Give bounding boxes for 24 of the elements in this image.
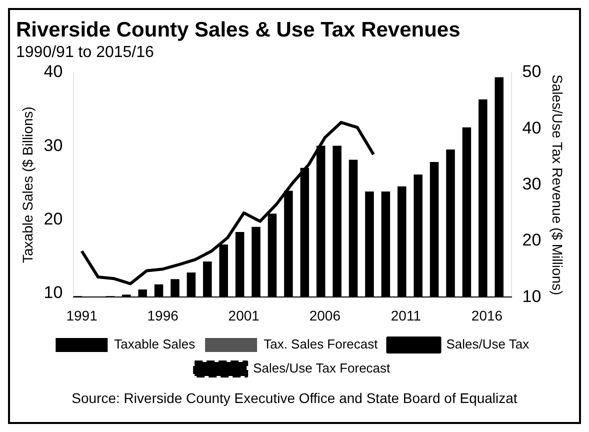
y-tick-label: 40 (44, 62, 63, 82)
chart-subtitle: 1990/91 to 2015/16 (16, 44, 154, 62)
x-tick-label: 1996 (147, 307, 179, 324)
legend-label: Sales/Use Tax (446, 336, 530, 352)
x-tick-label: 2016 (471, 307, 503, 324)
x-tick-label: 1991 (66, 307, 98, 324)
x-tick-label: 2001 (228, 307, 260, 324)
legend-label: Tax. Sales Forecast (264, 336, 378, 352)
legend-label: Taxable Sales (114, 336, 196, 352)
y2-axis-title: Sales/Use Tax Revenue ($ Millions) (550, 74, 566, 296)
y-tick-label: 30 (44, 136, 63, 155)
y-axis-title: Taxable Sales ($ Billions) (19, 106, 36, 264)
x-tick-label: 2011 (390, 307, 422, 324)
y2-tick-label: 10 (522, 286, 542, 306)
chart-title: Riverside County Sales & Use Tax Revenues (16, 18, 460, 42)
y-tick-label: 10 (44, 283, 63, 302)
y2-tick-label: 20 (522, 230, 542, 250)
y-tick-label: 20 (44, 209, 63, 228)
x-tick-label: 2006 (309, 307, 341, 324)
legend-label: Sales/Use Tax Forecast (253, 360, 391, 376)
source-note: Source: Riverside County Executive Office and State Board of Equalizat (70, 390, 518, 406)
y2-tick-label: 30 (522, 174, 542, 194)
y2-tick-label: 40 (522, 118, 542, 138)
y2-tick-label: 50 (522, 62, 542, 82)
